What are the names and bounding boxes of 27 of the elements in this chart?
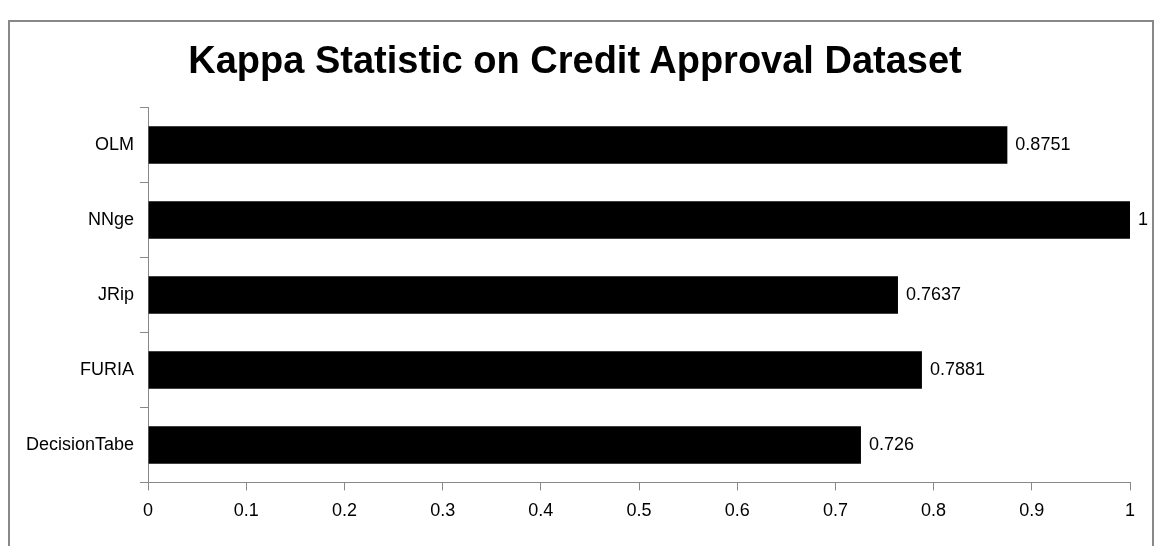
- chart-title: Kappa Statistic on Credit Approval Dataset: [188, 39, 963, 82]
- bar: [148, 351, 922, 389]
- bar: [148, 201, 1130, 239]
- x-tick-label: 0.8: [921, 500, 947, 521]
- y-tick-label: JRip: [98, 283, 135, 304]
- x-tick-label: 0.1: [233, 500, 259, 521]
- data-label: 1: [1138, 209, 1149, 230]
- x-tick-label: 1: [1124, 500, 1136, 521]
- x-tick-label: 0.4: [528, 500, 554, 521]
- x-tick-label: 0.9: [1019, 500, 1045, 521]
- x-tick-label: 0.7: [822, 500, 848, 521]
- bar: [148, 426, 861, 464]
- data-label: 0.7881: [929, 358, 985, 379]
- bar: [148, 276, 898, 314]
- x-tick-label: 0: [143, 500, 154, 521]
- bar: [148, 126, 1008, 164]
- x-tick-label: 0.5: [626, 500, 652, 521]
- y-tick-label: DecisionTabe: [26, 433, 135, 454]
- data-label: 0.726: [868, 433, 914, 454]
- y-tick-label: FURIA: [80, 358, 135, 379]
- x-tick-label: 0.6: [724, 500, 750, 521]
- data-label: 0.7637: [905, 283, 962, 304]
- y-tick-label: NNge: [88, 209, 135, 230]
- y-tick-label: OLM: [95, 134, 135, 155]
- data-label: 0.8751: [1015, 134, 1071, 155]
- x-tick-label: 0.2: [331, 500, 357, 521]
- x-tick-label: 0.3: [430, 500, 456, 521]
